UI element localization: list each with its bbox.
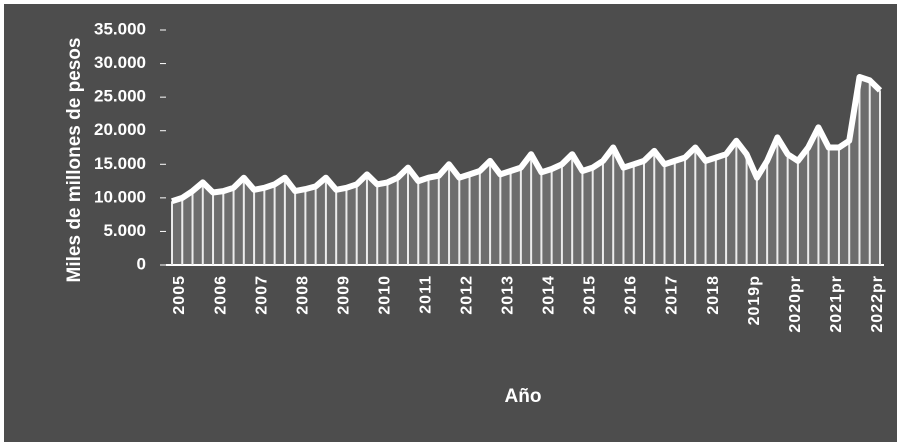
y-tick-label: 30.000 <box>94 53 146 72</box>
background <box>4 4 897 442</box>
y-tick-label: 20.000 <box>94 120 146 139</box>
area <box>172 77 880 265</box>
x-tick-label: 2018 <box>705 275 722 315</box>
y-tick-label: 35.000 <box>94 19 146 38</box>
x-tick-label: 2009 <box>335 275 352 315</box>
y-tick-label: 25.000 <box>94 87 146 106</box>
x-tick-label: 2022pr <box>869 275 886 333</box>
y-tick-label: 0 <box>137 254 146 273</box>
x-tick-label: 2014 <box>541 275 558 315</box>
x-tick-label: 2017 <box>664 275 681 315</box>
y-tick-label: 10.000 <box>94 187 146 206</box>
x-tick-label: 2013 <box>500 275 517 315</box>
y-axis-label: Miles de millones de pesos <box>64 38 85 283</box>
line <box>171 74 883 205</box>
x-tick-label: 2016 <box>623 275 640 315</box>
x-tick-label: 2005 <box>171 275 188 315</box>
x-tick-label: 2011 <box>417 275 434 314</box>
y-tick-label: 5.000 <box>103 221 146 240</box>
x-tick-label: 2008 <box>294 275 311 315</box>
x-tick-label: 2020pr <box>787 275 804 333</box>
x-tick-label: 2012 <box>459 275 476 315</box>
x-axis-label: Año <box>505 386 542 407</box>
y-tick-label: 15.000 <box>94 154 146 173</box>
x-tick-label: 2007 <box>253 275 270 315</box>
x-tick-label: 2006 <box>212 275 229 315</box>
x-tick-label: 2021pr <box>828 275 845 333</box>
x-tick-label: 2010 <box>376 275 393 315</box>
x-tick-label: 2019p <box>746 275 763 325</box>
x-tick-label: 2015 <box>582 275 599 315</box>
